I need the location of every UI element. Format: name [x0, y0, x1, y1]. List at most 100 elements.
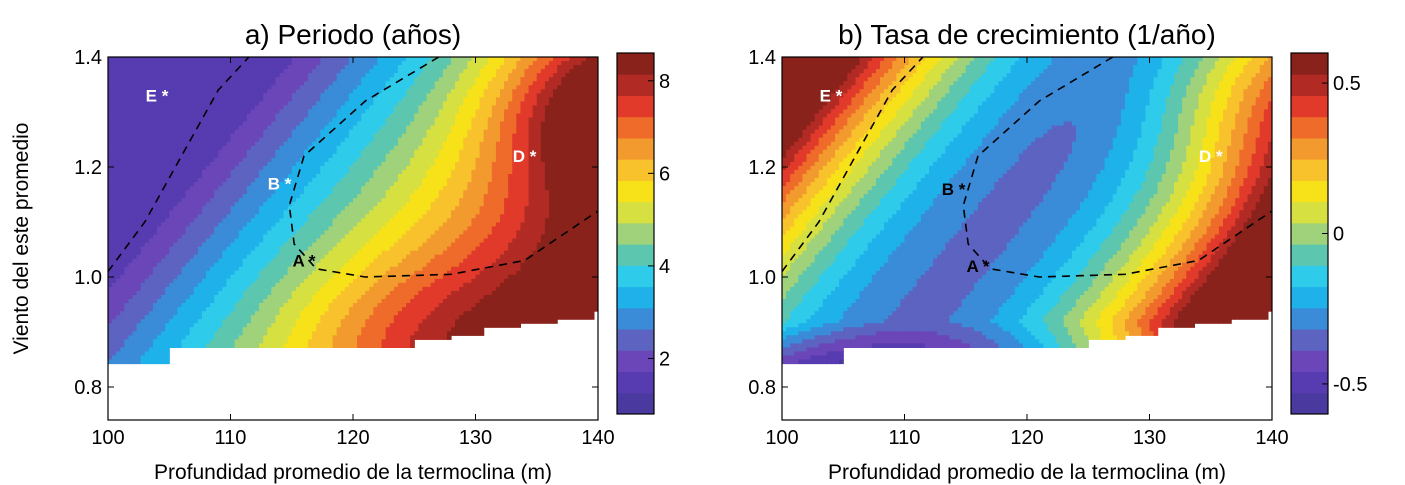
- contour-cell: [324, 303, 330, 308]
- contour-cell: [373, 270, 379, 276]
- contour-cell: [295, 109, 301, 115]
- contour-cell: [344, 327, 350, 332]
- contour-cell: [152, 69, 158, 74]
- contour-cell: [193, 274, 199, 280]
- contour-cell: [161, 319, 166, 324]
- contour-cell: [299, 214, 305, 219]
- contour-cell: [165, 69, 170, 74]
- contour-cell: [116, 137, 121, 143]
- contour-cell: [161, 258, 166, 264]
- contour-cell: [214, 141, 219, 147]
- contour-cell: [295, 133, 301, 139]
- contour-cell: [177, 210, 183, 215]
- contour-cell: [344, 218, 350, 223]
- contour-cell: [144, 202, 150, 207]
- contour-cell: [291, 319, 297, 324]
- contour-cell: [242, 129, 248, 135]
- contour-cell: [242, 335, 248, 340]
- contour-cell: [144, 319, 150, 324]
- contour-cell: [369, 307, 375, 312]
- contour-cell: [267, 186, 272, 191]
- contour-cell: [112, 335, 117, 340]
- contour-cell: [353, 303, 358, 308]
- contour-cell: [181, 230, 187, 236]
- contour-cell: [344, 230, 350, 236]
- contour-cell: [263, 278, 268, 284]
- contour-cell: [373, 303, 379, 308]
- contour-cell: [161, 262, 166, 268]
- contour-cell: [332, 81, 338, 86]
- contour-cell: [181, 113, 187, 119]
- contour-cell: [230, 202, 236, 207]
- contour-cell: [238, 149, 244, 155]
- contour-cell: [246, 319, 252, 324]
- contour-cell: [165, 307, 170, 312]
- contour-cell: [340, 73, 346, 78]
- contour-cell: [218, 331, 223, 336]
- contour-cell: [189, 85, 195, 90]
- contour-cell: [140, 77, 146, 82]
- contour-cell: [344, 133, 350, 139]
- contour-cell: [124, 121, 130, 127]
- contour-cell: [299, 218, 305, 223]
- contour-cell: [357, 250, 362, 256]
- contour-cell: [108, 169, 113, 175]
- contour-cell: [169, 141, 174, 147]
- contour-cell: [299, 113, 305, 119]
- contour-cell: [124, 117, 130, 123]
- contour-cell: [299, 202, 305, 207]
- contour-cell: [193, 117, 199, 123]
- contour-cell: [267, 303, 272, 308]
- contour-cell: [124, 242, 130, 248]
- contour-cell: [161, 157, 166, 163]
- contour-cell: [144, 278, 150, 284]
- contour-cell: [279, 254, 285, 260]
- contour-cell: [161, 234, 166, 240]
- contour-cell: [136, 286, 142, 292]
- contour-cell: [369, 210, 375, 215]
- contour-cell: [173, 206, 179, 211]
- contour-cell: [263, 145, 268, 151]
- contour-cell: [169, 307, 174, 312]
- contour-cell: [218, 238, 223, 244]
- contour-cell: [287, 169, 293, 175]
- contour-cell: [124, 57, 130, 62]
- contour-cell: [353, 105, 358, 111]
- contour-cell: [344, 93, 350, 98]
- contour-cell: [361, 77, 366, 82]
- contour-cell: [312, 133, 317, 139]
- contour-cell: [255, 137, 260, 143]
- contour-cell: [152, 359, 158, 365]
- contour-cell: [250, 254, 256, 260]
- contour-cell: [120, 133, 125, 139]
- contour-cell: [128, 242, 134, 248]
- contour-cell: [336, 210, 342, 215]
- contour-cell: [157, 161, 162, 167]
- contour-cell: [222, 161, 228, 167]
- contour-cell: [242, 125, 248, 131]
- contour-cell: [157, 169, 162, 175]
- contour-cell: [136, 153, 142, 159]
- contour-cell: [287, 93, 293, 98]
- contour-cell: [246, 254, 252, 260]
- contour-cell: [295, 105, 301, 111]
- contour-cell: [152, 347, 158, 353]
- contour-cell: [336, 105, 342, 111]
- contour-cell: [242, 141, 248, 147]
- contour-cell: [332, 294, 338, 300]
- contour-cell: [267, 61, 272, 66]
- contour-cell: [218, 250, 223, 256]
- contour-cell: [377, 278, 383, 284]
- contour-cell: [336, 198, 342, 203]
- contour-cell: [169, 286, 174, 292]
- contour-cell: [283, 246, 289, 252]
- contour-cell: [181, 125, 187, 131]
- contour-cell: [361, 258, 366, 264]
- contour-cell: [144, 161, 150, 167]
- contour-cell: [161, 81, 166, 86]
- contour-cell: [234, 117, 240, 123]
- contour-cell: [197, 218, 203, 223]
- contour-cell: [259, 186, 264, 191]
- contour-cell: [344, 270, 350, 276]
- contour-cell: [336, 214, 342, 219]
